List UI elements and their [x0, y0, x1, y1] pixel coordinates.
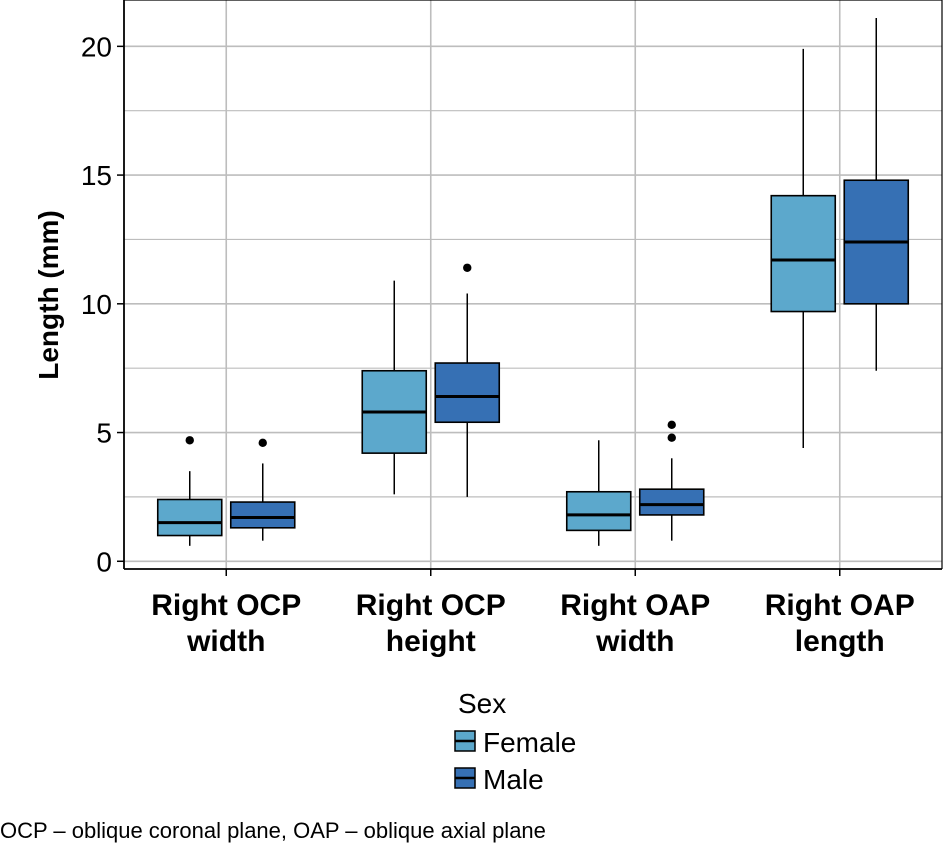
outlier-point — [463, 263, 472, 272]
outlier-point — [258, 438, 267, 448]
y-tick-label: 0 — [96, 546, 112, 577]
x-tick-label: Right OCP — [151, 589, 301, 622]
outlier-point — [667, 420, 676, 430]
y-tick-label: 5 — [96, 418, 112, 449]
box-female-3 — [565, 440, 632, 546]
y-tick-label: 20 — [81, 31, 112, 62]
box-male-2 — [434, 263, 501, 497]
y-tick-label: 15 — [81, 160, 112, 191]
x-tick-label: length — [795, 625, 885, 658]
box-iqr — [229, 501, 296, 529]
box-male-4 — [843, 18, 910, 371]
boxes — [156, 18, 910, 546]
footnote: OCP – oblique coronal plane, OAP – obliq… — [0, 818, 546, 843]
x-tick-label: height — [386, 625, 476, 658]
box-male-1 — [229, 438, 296, 541]
legend-label: Male — [483, 764, 544, 795]
box-iqr — [434, 362, 501, 424]
box-iqr — [770, 194, 837, 313]
box-iqr — [565, 490, 632, 532]
y-tick-label: 10 — [81, 289, 112, 320]
x-tick-label: Right OCP — [356, 589, 506, 622]
box-iqr — [638, 488, 705, 516]
x-tick-label: width — [186, 625, 265, 658]
x-tick-label: Right OAP — [765, 589, 915, 622]
x-tick-label: Right OAP — [560, 589, 710, 622]
box-male-3 — [638, 420, 705, 541]
outlier-point — [667, 433, 676, 442]
box-female-1 — [156, 436, 223, 546]
y-axis-title: Length (mm) — [33, 210, 64, 380]
x-tick-label: width — [595, 625, 674, 658]
legend-item-female: Female — [454, 727, 576, 758]
box-iqr — [156, 498, 223, 537]
grid-lines — [124, 0, 942, 569]
legend-title: Sex — [458, 688, 506, 719]
legend-item-male: Male — [454, 764, 544, 795]
outlier-point — [185, 436, 194, 445]
legend: Sex Female Male — [454, 688, 576, 795]
box-female-4 — [770, 48, 837, 448]
box-female-2 — [361, 280, 428, 495]
legend-label: Female — [483, 727, 576, 758]
